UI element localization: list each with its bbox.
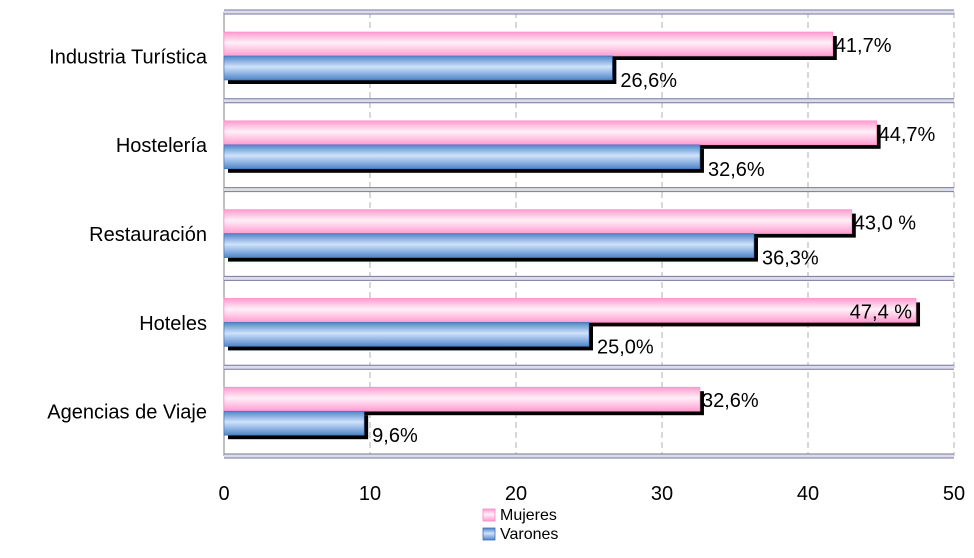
x-tick-label: 20: [505, 483, 527, 505]
x-tick-label: 40: [797, 483, 819, 505]
category-label: Industria Turística: [49, 46, 208, 68]
bar-mujeres: [223, 120, 877, 146]
bar-varones: [223, 322, 590, 347]
legend: Mujeres Varones: [482, 507, 558, 543]
data-label-mujeres: 47,4 %: [850, 301, 912, 323]
data-label-mujeres: 41,7%: [835, 35, 892, 57]
category-separator: [224, 365, 954, 370]
bar-mujeres: [223, 298, 917, 323]
bar-varones: [223, 410, 365, 436]
legend-swatch-mujeres: [482, 508, 496, 522]
category-label: Agencias de Viaje: [47, 402, 207, 424]
category-label: Hostelería: [116, 135, 208, 157]
legend-label-mujeres: Mujeres: [500, 507, 557, 524]
x-tick-label: 30: [651, 483, 673, 505]
data-label-varones: 36,3%: [762, 248, 819, 270]
legend-swatch-varones: [482, 527, 496, 541]
label-layer: Industria Turística 41,7% 26,6% Hostelería 4…: [47, 35, 965, 505]
bar-varones: [223, 55, 613, 81]
data-label-varones: 32,6%: [708, 159, 765, 181]
category-separator: [224, 10, 954, 14]
data-label-varones: 26,6%: [620, 70, 677, 92]
legend-label-varones: Varones: [500, 526, 558, 543]
data-label-mujeres: 32,6%: [702, 390, 759, 412]
separator-layer: [224, 9, 954, 459]
bar-varones: [223, 144, 701, 170]
category-separator: [224, 276, 954, 281]
category-separator: [224, 187, 954, 192]
bar-mujeres: [223, 209, 853, 234]
data-label-mujeres: 44,7%: [879, 124, 936, 146]
data-label-varones: 9,6%: [372, 425, 418, 447]
category-label: Hoteles: [139, 313, 207, 335]
bar-layer: [223, 31, 921, 440]
category-separator: [224, 98, 954, 103]
bar-mujeres: [223, 31, 834, 57]
bar-mujeres: [223, 386, 701, 412]
data-label-varones: 25,0%: [597, 336, 654, 358]
data-label-mujeres: 43,0 %: [854, 213, 916, 235]
bar-varones: [223, 233, 755, 258]
category-separator: [224, 454, 954, 458]
x-tick-label: 0: [218, 483, 229, 505]
x-tick-label: 50: [943, 483, 965, 505]
category-label: Restauración: [89, 224, 207, 246]
x-tick-label: 10: [359, 483, 381, 505]
